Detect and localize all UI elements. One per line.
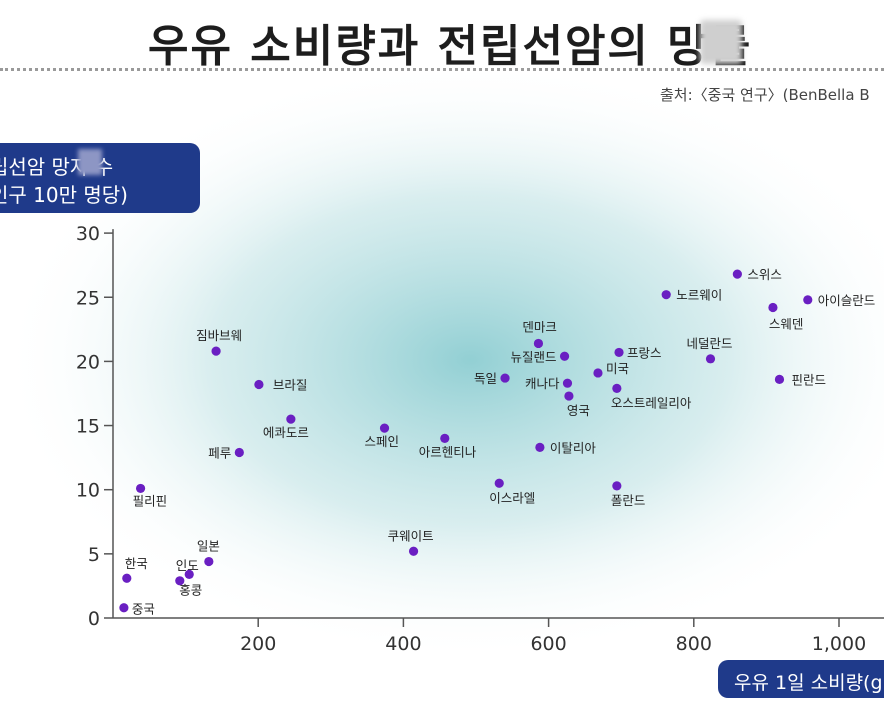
y-tick-label: 0 [88,608,100,630]
data-point [184,569,194,579]
data-point [122,573,132,583]
data-point [705,354,716,364]
data-point-label: 캐나다 [525,376,560,391]
background-glow [0,60,884,660]
data-point [408,546,419,556]
data-point [562,378,573,388]
data-point [774,374,785,384]
data-point [535,442,545,452]
x-tick-label: 800 [676,633,712,655]
y-tick-label: 5 [88,544,100,566]
data-point-label: 아이슬란드 [818,293,876,308]
data-point [500,373,510,383]
data-point [204,556,214,567]
data-point-label: 스위스 [747,267,782,282]
data-point [533,338,544,349]
data-point-label: 한국 [125,556,148,571]
y-tick-label: 30 [76,223,100,245]
data-point [593,368,603,378]
data-point [768,302,778,313]
data-point [494,478,504,488]
y-axis-label-line2: 인구 10만 명당) [0,183,128,207]
data-point-label: 폴란드 [611,493,646,508]
data-point [803,295,813,305]
data-point [211,346,221,356]
data-point [732,269,742,279]
data-point-label: 스페인 [365,434,400,449]
data-point-label: 프랑스 [627,345,662,360]
data-point [661,290,671,300]
y-tick-label: 15 [76,416,100,438]
data-point-label: 홍콩 [179,582,202,597]
data-point [612,383,622,393]
data-point-label: 오스트레일리아 [611,395,692,410]
data-point-label: 뉴질랜드 [511,349,557,364]
x-tick-label: 200 [240,633,276,655]
data-point-label: 네덜란드 [686,336,732,351]
data-point-label: 인도 [176,558,199,573]
blurred-character [700,20,742,64]
data-point-label: 핀란드 [791,372,826,387]
data-point-label: 노르웨이 [676,288,722,303]
data-point [286,414,296,424]
data-point-label: 브라질 [273,377,308,392]
data-point [254,379,264,390]
data-point-label: 미국 [606,361,629,376]
y-tick-label: 20 [76,351,100,373]
x-axis-label: 우유 1일 소비량(g [734,672,883,694]
data-point-label: 일본 [197,539,220,554]
data-point-label: 아르헨티나 [419,444,477,459]
data-point [234,447,244,458]
data-point-label: 페루 [208,445,231,460]
data-point [612,481,622,491]
data-point [440,433,450,443]
data-point [135,483,146,494]
y-tick-label: 10 [76,480,100,502]
data-point-label: 짐바브웨 [196,328,242,343]
x-axis-label-box: 우유 1일 소비량(g [718,660,884,698]
data-point [119,603,129,613]
blurred-character [78,149,102,175]
data-point-label: 독일 [474,371,497,386]
data-point [175,576,185,586]
data-point-label: 에콰도르 [263,425,309,440]
data-point-label: 영국 [567,403,590,418]
data-point [379,423,390,433]
axes: 0 5 10 15 20 25 30 200 400 600 800 1,000 [76,223,884,655]
x-tick-label: 1,000 [812,633,866,655]
x-tick-label: 600 [530,633,566,655]
data-point-label: 이스라엘 [489,490,535,505]
data-point [559,351,570,361]
data-point-label: 필리핀 [133,493,168,508]
data-point-label: 쿠웨이트 [388,528,434,543]
data-point [614,347,624,358]
data-point-label: 덴마크 [522,319,557,334]
x-tick-label: 400 [385,633,421,655]
y-axis-label-box: 립선암 망자 수 인구 10만 명당) [0,143,200,213]
data-point-label: 중국 [132,602,155,617]
data-point-label: 이탈리아 [550,440,597,455]
source-note: 출처:〈중국 연구〉(BenBella B [660,86,870,104]
data-point [564,391,574,401]
y-tick-label: 25 [76,287,100,309]
data-point-label: 스웨덴 [769,317,804,332]
